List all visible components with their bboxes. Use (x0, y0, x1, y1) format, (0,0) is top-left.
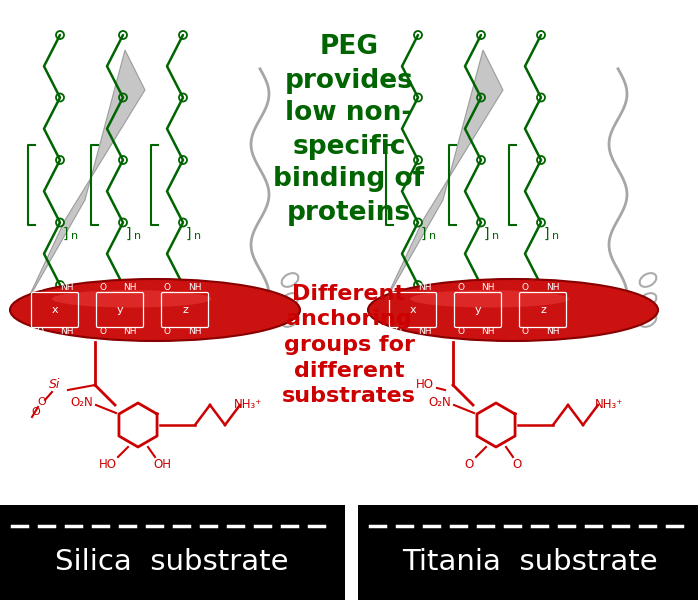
Text: O: O (394, 283, 401, 292)
Text: O: O (521, 328, 528, 337)
Text: Titania  substrate: Titania substrate (402, 548, 658, 576)
Text: ]: ] (126, 227, 131, 241)
Text: O: O (163, 283, 170, 292)
Text: n: n (492, 231, 499, 241)
Text: NH: NH (547, 283, 560, 292)
Text: ]: ] (484, 227, 489, 241)
Text: n: n (134, 231, 141, 241)
Text: x: x (52, 305, 59, 315)
Text: Silica  substrate: Silica substrate (55, 548, 289, 576)
Text: Different
anchoring
groups for
different
substrates: Different anchoring groups for different… (282, 284, 416, 406)
Text: PEG
provides
low non-
specific
binding of
proteins: PEG provides low non- specific binding o… (274, 34, 424, 226)
Ellipse shape (52, 290, 211, 308)
Text: NH: NH (418, 283, 432, 292)
Bar (358, 505, 698, 600)
Text: NH: NH (188, 328, 202, 337)
Text: NH: NH (481, 328, 495, 337)
Text: O: O (521, 283, 528, 292)
Text: O: O (36, 328, 43, 337)
Text: ]: ] (544, 227, 549, 241)
Text: NH: NH (547, 328, 560, 337)
Text: O: O (31, 407, 40, 417)
Text: Si: Si (50, 379, 61, 391)
Text: z: z (182, 305, 188, 315)
Text: x: x (410, 305, 416, 315)
Text: NH: NH (188, 283, 202, 292)
Text: NH₃⁺: NH₃⁺ (234, 398, 262, 412)
Text: O: O (163, 328, 170, 337)
Text: NH: NH (481, 283, 495, 292)
Text: n: n (429, 231, 436, 241)
Text: O: O (464, 457, 474, 470)
Ellipse shape (368, 279, 658, 341)
Text: OH: OH (153, 457, 171, 470)
Bar (0, 505, 345, 600)
Text: O: O (457, 328, 464, 337)
Text: O: O (100, 328, 107, 337)
Text: O: O (36, 283, 43, 292)
Text: O: O (100, 283, 107, 292)
Text: NH: NH (124, 328, 137, 337)
Text: ]: ] (186, 227, 191, 241)
Text: HO: HO (99, 457, 117, 470)
Text: O₂N: O₂N (70, 395, 94, 409)
Text: O: O (457, 283, 464, 292)
Text: n: n (71, 231, 78, 241)
Text: O₂N: O₂N (429, 395, 452, 409)
Text: NH: NH (124, 283, 137, 292)
Text: z: z (540, 305, 546, 315)
Text: NH: NH (418, 328, 432, 337)
Text: n: n (552, 231, 559, 241)
Text: HO: HO (416, 379, 434, 391)
Text: ]: ] (63, 227, 68, 241)
Text: ]: ] (421, 227, 426, 241)
Text: O: O (38, 397, 46, 407)
Text: n: n (194, 231, 201, 241)
Text: NH: NH (60, 328, 74, 337)
Text: y: y (117, 305, 124, 315)
Text: O: O (512, 457, 521, 470)
Text: y: y (475, 305, 482, 315)
Text: NH₃⁺: NH₃⁺ (595, 398, 623, 412)
Ellipse shape (10, 279, 300, 341)
Polygon shape (383, 50, 503, 305)
Polygon shape (25, 50, 145, 305)
Text: O: O (394, 328, 401, 337)
Text: NH: NH (60, 283, 74, 292)
Ellipse shape (410, 290, 570, 308)
